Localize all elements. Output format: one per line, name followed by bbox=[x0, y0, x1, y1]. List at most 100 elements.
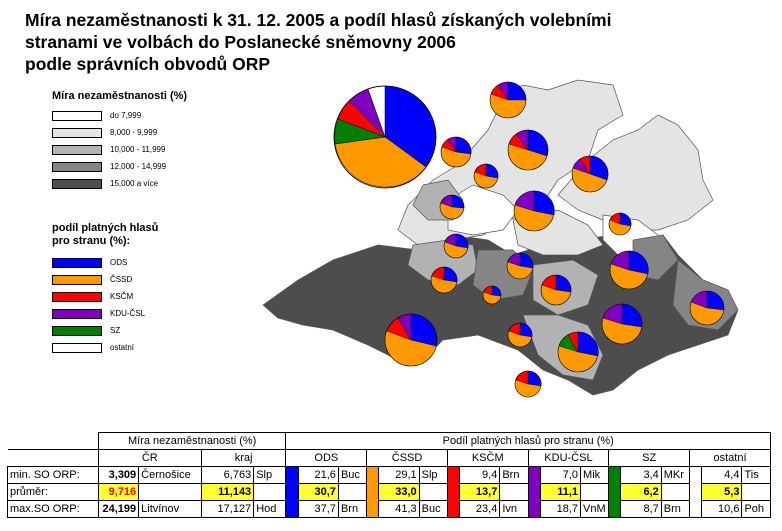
cell-cr-value: 24,199 bbox=[97, 500, 140, 518]
header-party-kscm: KSČM bbox=[446, 449, 529, 467]
statistics-table: Míra nezaměstnanosti (%) Podíl platných … bbox=[7, 432, 771, 518]
cell-vote-place: VnM bbox=[580, 500, 610, 518]
party-color-kscm bbox=[446, 466, 460, 518]
unemployment-legend-items: do 7,999 8,000 - 9,999 10,000 - 11,999 1… bbox=[52, 111, 187, 193]
cell-kraj-value: 11,143 bbox=[200, 483, 255, 501]
district-pie bbox=[513, 190, 555, 232]
legend-swatch bbox=[52, 292, 102, 302]
cell-kraj-value: 6,763 bbox=[200, 466, 255, 484]
header-party-ostatni: ostatní bbox=[689, 449, 771, 467]
group-header-unemployment: Míra nezaměstnanosti (%) bbox=[97, 432, 287, 450]
cell-vote-value: 30,7 bbox=[297, 483, 339, 501]
legend-label: KDU-ČSL bbox=[110, 309, 146, 318]
row-label: max.SO ORP: bbox=[7, 500, 99, 518]
cell-vote-value: 4,4 bbox=[701, 466, 743, 484]
legend-label: SZ bbox=[110, 326, 121, 335]
party-legend: podíl platných hlasů pro stranu (%): ODS… bbox=[52, 222, 158, 358]
cell-vote-place: Buc bbox=[337, 466, 368, 484]
legend-label: 15,000 a více bbox=[110, 179, 159, 188]
table-corner bbox=[7, 432, 99, 450]
district-pie bbox=[557, 331, 599, 373]
cell-vote-place: Buc bbox=[418, 500, 448, 518]
district-regions bbox=[262, 79, 739, 396]
table-row-max: max.SO ORP: 24,199 Litvínov 17,127 Hod 3… bbox=[7, 500, 771, 518]
district-pie bbox=[540, 274, 572, 306]
group-header-votes: Podíl platných hlasů pro stranu (%) bbox=[285, 432, 771, 450]
table-corner-2 bbox=[7, 449, 99, 467]
cell-vote-place bbox=[741, 483, 771, 501]
header-kraj: kraj bbox=[200, 449, 287, 467]
cell-cr-place bbox=[138, 483, 202, 501]
district-pie bbox=[430, 266, 458, 294]
party-color-sz bbox=[608, 466, 622, 518]
map-title: Míra nezaměstnanosti k 31. 12. 2005 a po… bbox=[25, 9, 765, 75]
cell-vote-place bbox=[660, 483, 691, 501]
title-line-2: stranami ve volbách do Poslanecké sněmov… bbox=[25, 32, 456, 52]
legend-label: ODS bbox=[110, 258, 128, 267]
row-label: min. SO ORP: bbox=[7, 466, 99, 484]
cell-cr-value: 3,309 bbox=[97, 466, 140, 484]
cell-cr-place: Litvínov bbox=[138, 500, 202, 518]
district-pie bbox=[601, 303, 643, 345]
cell-vote-place: Brn bbox=[337, 500, 368, 518]
title-line-3: podle správních obvodů ORP bbox=[25, 54, 271, 74]
table-row-min: min. SO ORP: 3,309 Černošice 6,763 Slp 2… bbox=[7, 466, 771, 518]
cell-vote-value: 21,6 bbox=[297, 466, 339, 484]
table-row-average: průměr: 9,716 11,143 30,7 33,0 13,7 11,1… bbox=[7, 483, 771, 501]
cell-vote-place bbox=[499, 483, 529, 501]
cell-vote-place: Ivn bbox=[499, 500, 529, 518]
legend-swatch bbox=[52, 343, 102, 353]
cell-vote-place: Slp bbox=[418, 466, 448, 484]
party-color-ods bbox=[285, 466, 299, 518]
district-pie bbox=[689, 290, 725, 326]
party-color-kdu bbox=[527, 466, 541, 518]
cell-vote-value: 37,7 bbox=[297, 500, 339, 518]
cell-vote-value: 13,7 bbox=[458, 483, 501, 501]
district-pie bbox=[473, 163, 499, 189]
party-legend-heading-2: pro stranu (%): bbox=[52, 235, 131, 247]
legend-swatch bbox=[52, 309, 102, 319]
district-pie bbox=[507, 322, 533, 348]
cell-vote-place: Poh bbox=[741, 500, 771, 518]
unemployment-legend: Míra nezaměstnanosti (%) do 7,999 8,000 … bbox=[52, 90, 187, 193]
table-header-row-2: ČR kraj ODS ČSSD KSČM KDU-ČSL SZ ostatní bbox=[7, 449, 771, 467]
cell-vote-place bbox=[337, 483, 368, 501]
cell-cr-value: 9,716 bbox=[97, 483, 140, 501]
cell-vote-value: 41,3 bbox=[378, 500, 420, 518]
legend-swatch bbox=[52, 111, 102, 121]
district-pie bbox=[507, 129, 549, 171]
cell-cr-place: Černošice bbox=[138, 466, 202, 484]
legend-label: ČSSD bbox=[110, 275, 133, 284]
district-pie bbox=[506, 252, 534, 280]
example-pie-outline bbox=[333, 85, 437, 189]
cell-vote-place bbox=[580, 483, 610, 501]
legend-swatch bbox=[52, 179, 102, 189]
district-pie bbox=[489, 81, 527, 119]
cell-vote-value: 11,1 bbox=[539, 483, 582, 501]
legend-label: 10,000 - 11,999 bbox=[110, 145, 166, 154]
unemployment-legend-heading: Míra nezaměstnanosti (%) bbox=[52, 90, 188, 102]
party-legend-items: ODS ČSSD KSČM KDU-ČSL SZ ostatní bbox=[52, 258, 158, 358]
district-pie bbox=[571, 155, 609, 193]
cell-vote-value: 29,1 bbox=[378, 466, 420, 484]
header-party-sz: SZ bbox=[608, 449, 690, 467]
district-pie bbox=[440, 136, 472, 168]
cell-vote-value: 5,3 bbox=[701, 483, 743, 501]
party-color-ostatni bbox=[688, 466, 703, 518]
district-pie bbox=[609, 250, 649, 290]
cell-kraj-place: Hod bbox=[253, 500, 287, 518]
cell-vote-value: 23,4 bbox=[458, 500, 501, 518]
cell-vote-value: 7,0 bbox=[539, 466, 582, 484]
region-map-svg bbox=[262, 79, 739, 398]
district-pie bbox=[608, 212, 632, 236]
district-pie bbox=[514, 370, 542, 398]
cell-vote-place: Brn bbox=[660, 500, 691, 518]
header-cr: ČR bbox=[97, 449, 202, 467]
cell-vote-place: Tis bbox=[741, 466, 771, 484]
legend-swatch bbox=[52, 145, 102, 155]
region-map bbox=[258, 70, 778, 410]
cell-vote-value: 10,6 bbox=[701, 500, 743, 518]
legend-label: KSČM bbox=[110, 292, 134, 301]
region-east-light bbox=[557, 114, 714, 231]
header-party-cssd: ČSSD bbox=[366, 449, 448, 467]
